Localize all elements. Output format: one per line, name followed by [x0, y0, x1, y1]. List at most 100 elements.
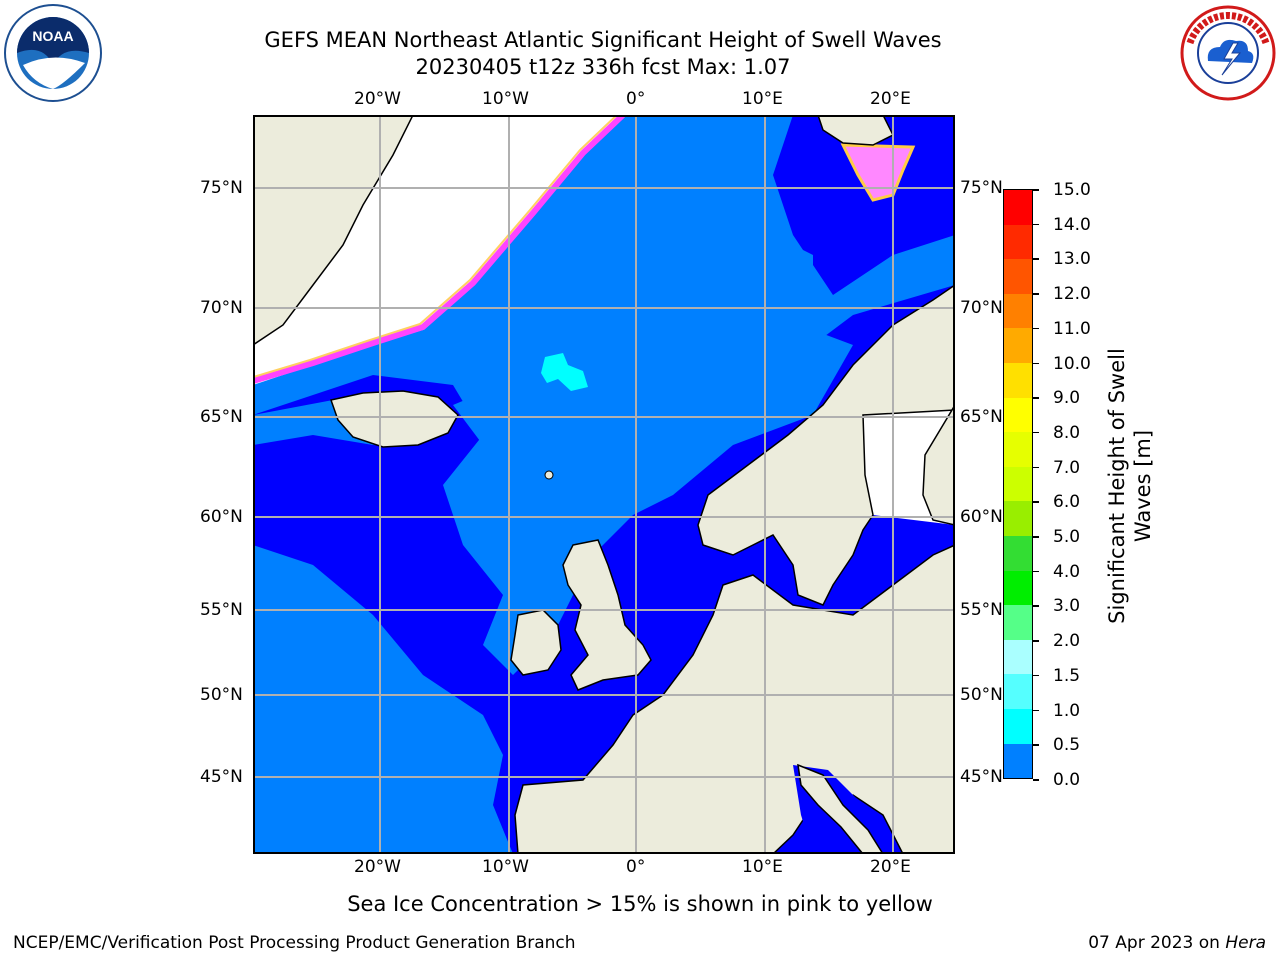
colorbar-segment	[1004, 293, 1032, 329]
colorbar-tick-mark	[1033, 779, 1039, 781]
lat-tick-right: 70°N	[960, 298, 1003, 318]
lon-tick-top: 10°E	[742, 89, 783, 109]
colorbar-segment	[1004, 501, 1032, 536]
colorbar-tick-label: 0.0	[1053, 770, 1081, 790]
colorbar-tick-label: 1.0	[1053, 700, 1081, 721]
colorbar-tick-label: 8.0	[1053, 422, 1081, 443]
swell-height-map	[253, 115, 955, 854]
lon-tick-bottom: 0°	[626, 857, 646, 877]
colorbar-tick-mark	[1033, 431, 1039, 434]
colorbar-tick-label: 15.0	[1053, 180, 1091, 200]
colorbar-segment	[1004, 535, 1032, 571]
colorbar-tick-mark	[1033, 223, 1039, 226]
colorbar-tick-label: 10.0	[1053, 353, 1091, 374]
colorbar-tick-mark	[1033, 501, 1039, 503]
map-subtitle: 20230405 t12z 336h fcst Max: 1.07	[415, 55, 791, 79]
colorbar-segment	[1004, 570, 1032, 606]
colorbar-tick-mark	[1033, 744, 1039, 746]
lat-tick-left: 75°N	[200, 178, 243, 198]
graticule	[253, 115, 955, 854]
colorbar-segment	[1004, 466, 1032, 502]
colorbar-tick-mark	[1033, 397, 1039, 399]
iceland	[330, 390, 459, 448]
colorbar-tick-mark	[1033, 536, 1039, 538]
map-title: GEFS MEAN Northeast Atlantic Significant…	[264, 28, 942, 52]
lat-tick-left: 45°N	[200, 767, 243, 787]
colorbar-tick-mark	[1033, 258, 1039, 260]
colorbar-segment	[1004, 224, 1032, 260]
lat-tick-left: 65°N	[200, 407, 243, 427]
colorbar-tick-label: 1.5	[1053, 665, 1081, 686]
colorbar-tick-label: 12.0	[1053, 284, 1091, 305]
great-britain	[562, 539, 652, 691]
lat-tick-left: 60°N	[200, 507, 243, 527]
colorbar-tick-mark	[1033, 466, 1039, 469]
footer-host: Hera	[1225, 933, 1266, 953]
colorbar-segment	[1004, 708, 1032, 744]
noaa-logo-icon: NOAA	[4, 4, 102, 102]
colorbar-tick-label: 14.0	[1053, 214, 1091, 235]
colorbar-tick-mark	[1033, 570, 1039, 573]
colorbar-segment	[1004, 639, 1032, 675]
lon-tick-top: 20°E	[870, 89, 911, 109]
scandinavia	[697, 284, 955, 606]
colorbar-segment	[1004, 674, 1032, 709]
colorbar-segment	[1004, 259, 1032, 294]
ireland	[510, 609, 562, 676]
colorbar-tick-mark	[1033, 709, 1039, 712]
colorbar	[1003, 189, 1033, 779]
colorbar-tick-label: 3.0	[1053, 596, 1081, 617]
svalbard	[817, 115, 895, 146]
max-swell-patch	[541, 353, 588, 391]
colorbar-segment	[1004, 743, 1032, 779]
colorbar-segment	[1004, 328, 1032, 363]
colorbar-tick-label: 9.0	[1053, 388, 1081, 409]
greenland	[253, 115, 414, 346]
sea-ice-edge	[253, 115, 626, 384]
colorbar-segment	[1004, 362, 1032, 398]
colorbar-tick-mark	[1033, 674, 1039, 677]
footer-date: 07 Apr 2023 on Hera	[1088, 933, 1266, 953]
lon-tick-top: 0°	[626, 89, 646, 109]
colorbar-tick-mark	[1033, 605, 1039, 607]
nws-logo-icon	[1180, 5, 1276, 101]
colorbar-segment	[1004, 605, 1032, 640]
sea-ice-caption: Sea Ice Concentration > 15% is shown in …	[347, 892, 933, 916]
lon-tick-bottom: 10°E	[742, 857, 783, 877]
colorbar-tick-mark	[1033, 362, 1039, 365]
map-frame	[253, 115, 955, 854]
lat-tick-right: 60°N	[960, 507, 1003, 527]
lon-tick-bottom: 20°W	[354, 857, 401, 877]
colorbar-tick-label: 7.0	[1053, 457, 1081, 478]
lat-tick-left: 50°N	[200, 685, 243, 705]
footer-date-text: 07 Apr 2023 on	[1088, 933, 1226, 953]
lat-tick-right: 55°N	[960, 600, 1003, 620]
lat-tick-right: 50°N	[960, 685, 1003, 705]
italy	[797, 763, 884, 854]
colorbar-tick-label: 11.0	[1053, 318, 1091, 339]
noaa-logo-text: NOAA	[32, 28, 73, 44]
colorbar-segment	[1004, 432, 1032, 467]
colorbar-segment	[1004, 190, 1032, 225]
colorbar-tick-label: 2.0	[1053, 631, 1081, 652]
colorbar-title: Significant Height of Swell Waves [m]	[1105, 348, 1155, 624]
lon-tick-bottom: 10°W	[482, 857, 529, 877]
colorbar-tick-mark	[1033, 189, 1039, 191]
lat-tick-right: 75°N	[960, 178, 1003, 198]
lon-tick-top: 20°W	[354, 89, 401, 109]
colorbar-tick-label: 6.0	[1053, 492, 1081, 513]
footer-credit: NCEP/EMC/Verification Post Processing Pr…	[13, 933, 576, 953]
colorbar-segment	[1004, 397, 1032, 433]
lat-tick-left: 55°N	[200, 600, 243, 620]
lon-tick-top: 10°W	[482, 89, 529, 109]
colorbar-tick-mark	[1033, 293, 1039, 295]
colorbar-tick-label: 5.0	[1053, 527, 1081, 548]
colorbar-tick-label: 0.5	[1053, 735, 1081, 756]
lat-tick-right: 65°N	[960, 407, 1003, 427]
lat-tick-right: 45°N	[960, 767, 1003, 787]
colorbar-labels: 15.0 14.0 13.0 12.0 11.0 10.0 9.0 8.0 7.0 6.0 5.0 4…	[1033, 180, 1103, 790]
colorbar-tick-label: 4.0	[1053, 561, 1081, 582]
colorbar-tick-label: 13.0	[1053, 249, 1091, 270]
colorbar-tick-mark	[1033, 640, 1039, 642]
lat-tick-left: 70°N	[200, 298, 243, 318]
